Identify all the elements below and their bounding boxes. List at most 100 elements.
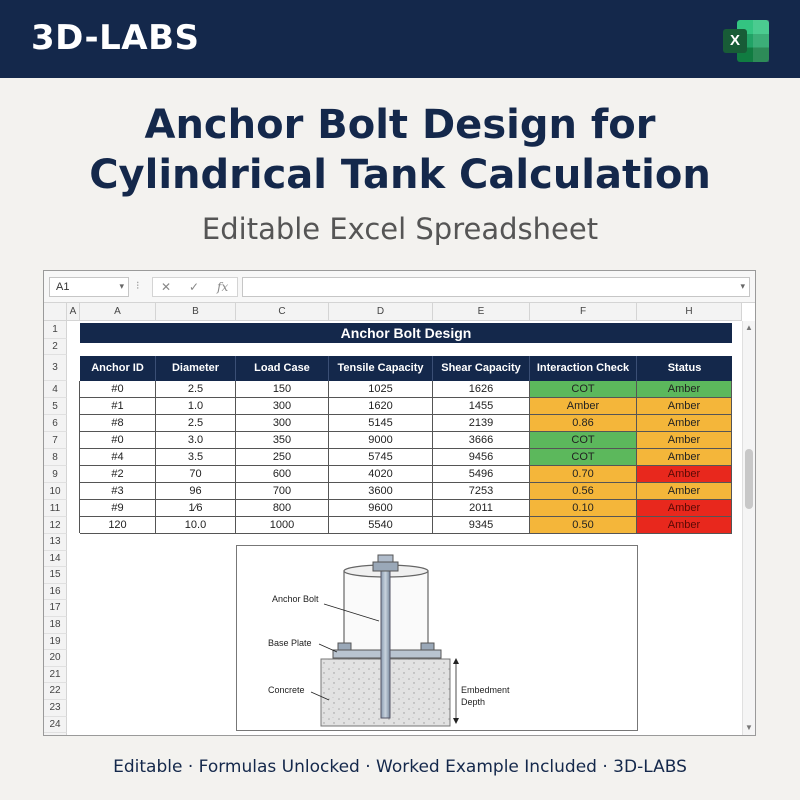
- cell-status[interactable]: Amber: [637, 415, 732, 432]
- insert-function-icon[interactable]: fx: [217, 280, 229, 294]
- row-header[interactable]: 18: [44, 617, 67, 634]
- row-header[interactable]: 1: [44, 321, 67, 339]
- cell-diameter[interactable]: 2.5: [156, 415, 236, 432]
- cell-diameter[interactable]: 1.0: [156, 398, 236, 415]
- cell-anchor-id[interactable]: #1: [80, 398, 156, 415]
- row-header[interactable]: 17: [44, 600, 67, 617]
- column-header[interactable]: D: [329, 303, 433, 321]
- cell-interaction-check[interactable]: COT: [530, 449, 637, 466]
- cell-anchor-id[interactable]: #2: [80, 466, 156, 483]
- cell-shear-capacity[interactable]: 1626: [433, 381, 530, 398]
- column-header[interactable]: F: [530, 303, 637, 321]
- row-header[interactable]: 6: [44, 415, 67, 432]
- cell-shear-capacity[interactable]: 7253: [433, 483, 530, 500]
- cell-shear-capacity[interactable]: 3666: [433, 432, 530, 449]
- cell-load-case[interactable]: 1000: [236, 517, 329, 534]
- cell-shear-capacity[interactable]: 9345: [433, 517, 530, 534]
- row-header[interactable]: 4: [44, 381, 67, 398]
- row-header[interactable]: 9: [44, 466, 67, 483]
- scroll-down-icon[interactable]: ▼: [745, 723, 753, 732]
- row-header[interactable]: 5: [44, 398, 67, 415]
- cell-diameter[interactable]: 2.5: [156, 381, 236, 398]
- cell-shear-capacity[interactable]: 2139: [433, 415, 530, 432]
- cell-load-case[interactable]: 300: [236, 415, 329, 432]
- name-box[interactable]: A1 ▾: [49, 277, 129, 297]
- cell-interaction-check[interactable]: 0.56: [530, 483, 637, 500]
- enter-icon[interactable]: ✓: [189, 280, 200, 294]
- cell-interaction-check[interactable]: 0.10: [530, 500, 637, 517]
- cell-load-case[interactable]: 150: [236, 381, 329, 398]
- cell-diameter[interactable]: 3.5: [156, 449, 236, 466]
- chevron-down-icon[interactable]: ▾: [119, 281, 124, 291]
- cell-interaction-check[interactable]: COT: [530, 432, 637, 449]
- row-header[interactable]: 19: [44, 633, 67, 651]
- cell-diameter[interactable]: 10.0: [156, 517, 236, 534]
- row-header[interactable]: 12: [44, 517, 67, 534]
- row-header[interactable]: 7: [44, 432, 67, 449]
- cell-load-case[interactable]: 300: [236, 398, 329, 415]
- row-header[interactable]: 8: [44, 449, 67, 466]
- row-header[interactable]: 13: [44, 534, 67, 551]
- cell-tensile-capacity[interactable]: 5145: [329, 415, 433, 432]
- cell-diameter[interactable]: 3.0: [156, 432, 236, 449]
- cell-load-case[interactable]: 250: [236, 449, 329, 466]
- cell-status[interactable]: Amber: [637, 381, 732, 398]
- row-header[interactable]: 16: [44, 583, 67, 601]
- cell-interaction-check[interactable]: 0.50: [530, 517, 637, 534]
- column-header[interactable]: A: [80, 303, 156, 321]
- cell-load-case[interactable]: 600: [236, 466, 329, 483]
- cell-status[interactable]: Amber: [637, 432, 732, 449]
- cell-anchor-id[interactable]: #8: [80, 415, 156, 432]
- cell-shear-capacity[interactable]: 2011: [433, 500, 530, 517]
- row-header[interactable]: 10: [44, 483, 67, 500]
- cell-shear-capacity[interactable]: 9456: [433, 449, 530, 466]
- cell-load-case[interactable]: 800: [236, 500, 329, 517]
- cell-tensile-capacity[interactable]: 9000: [329, 432, 433, 449]
- column-header[interactable]: B: [156, 303, 236, 321]
- row-header[interactable]: 20: [44, 650, 67, 667]
- row-header[interactable]: 24: [44, 716, 67, 734]
- select-all-corner[interactable]: [44, 303, 67, 321]
- cell-status[interactable]: Amber: [637, 398, 732, 415]
- cell-interaction-check[interactable]: 0.70: [530, 466, 637, 483]
- cell-status[interactable]: Amber: [637, 449, 732, 466]
- row-header[interactable]: 15: [44, 567, 67, 584]
- row-header[interactable]: 2: [44, 339, 67, 355]
- cell-tensile-capacity[interactable]: 5745: [329, 449, 433, 466]
- cell-interaction-check[interactable]: Amber: [530, 398, 637, 415]
- cell-anchor-id[interactable]: #9: [80, 500, 156, 517]
- scrollbar-thumb[interactable]: [745, 449, 753, 509]
- cell-load-case[interactable]: 350: [236, 432, 329, 449]
- cell-status[interactable]: Amber: [637, 466, 732, 483]
- cell-anchor-id[interactable]: 120: [80, 517, 156, 534]
- cell-tensile-capacity[interactable]: 5540: [329, 517, 433, 534]
- row-header[interactable]: 23: [44, 700, 67, 717]
- cell-status[interactable]: Amber: [637, 500, 732, 517]
- formula-input[interactable]: ▾: [242, 277, 750, 297]
- column-header[interactable]: H: [637, 303, 742, 321]
- cell-status[interactable]: Amber: [637, 517, 732, 534]
- cell-status[interactable]: Amber: [637, 483, 732, 500]
- row-header[interactable]: 14: [44, 550, 67, 568]
- cell-anchor-id[interactable]: #0: [80, 432, 156, 449]
- cell-anchor-id[interactable]: #0: [80, 381, 156, 398]
- cell-anchor-id[interactable]: #4: [80, 449, 156, 466]
- row-header[interactable]: 21: [44, 666, 67, 684]
- cell-tensile-capacity[interactable]: 3600: [329, 483, 433, 500]
- chevron-down-icon[interactable]: ▾: [740, 281, 745, 291]
- cell-diameter[interactable]: 1⁄6: [156, 500, 236, 517]
- row-header[interactable]: 25: [44, 733, 67, 735]
- scroll-up-icon[interactable]: ▲: [745, 323, 753, 332]
- cell-shear-capacity[interactable]: 1455: [433, 398, 530, 415]
- cell-tensile-capacity[interactable]: 1620: [329, 398, 433, 415]
- cell-interaction-check[interactable]: COT: [530, 381, 637, 398]
- column-header[interactable]: C: [236, 303, 329, 321]
- column-header[interactable]: A: [67, 303, 80, 321]
- cell-tensile-capacity[interactable]: 1025: [329, 381, 433, 398]
- row-header[interactable]: 22: [44, 683, 67, 700]
- cell-diameter[interactable]: 96: [156, 483, 236, 500]
- cell-tensile-capacity[interactable]: 4020: [329, 466, 433, 483]
- row-header[interactable]: 3: [44, 355, 67, 381]
- cell-diameter[interactable]: 70: [156, 466, 236, 483]
- cell-anchor-id[interactable]: #3: [80, 483, 156, 500]
